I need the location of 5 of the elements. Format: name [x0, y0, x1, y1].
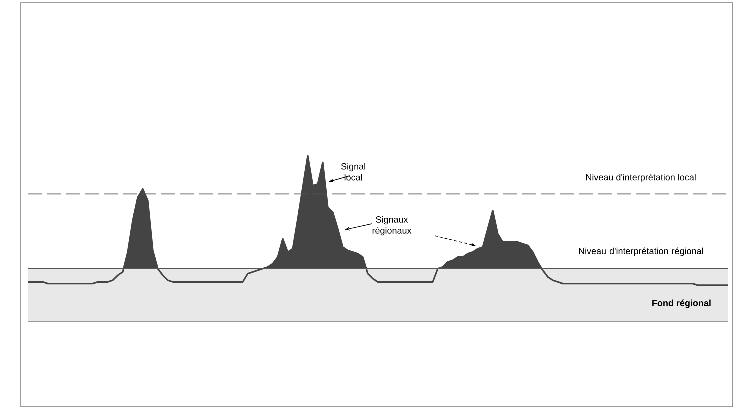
band-label: Fond régional: [652, 300, 711, 308]
annotation: Signal local: [341, 163, 366, 181]
ref-line-label: Niveau d'interprétation régional: [579, 248, 704, 256]
annotation: Signaux régionaux: [372, 216, 412, 236]
ref-line-label: Niveau d'interprétation local: [586, 174, 696, 182]
